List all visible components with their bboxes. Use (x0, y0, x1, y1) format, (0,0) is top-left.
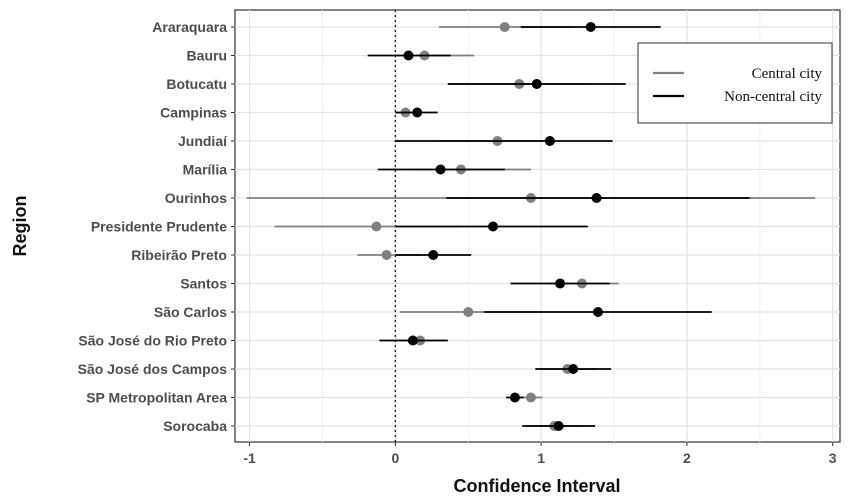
estimate-point-ribeirao-preto (381, 250, 392, 260)
estimate-point-presidente-prudente (371, 221, 382, 232)
estimate-point-ribeirao-preto (428, 250, 439, 260)
category-label-sao-jose-dos-campos: São José dos Campos (78, 361, 228, 377)
category-labels: Araraquara Bauru Botucatu Campinas Jundiaí Ma… (78, 19, 235, 434)
category-label-campinas: Campinas (160, 105, 227, 121)
series-layer (246, 22, 816, 431)
estimate-point-presidente-prudente (488, 221, 499, 232)
x-tick-label: 0 (391, 450, 399, 466)
y-axis-title: Region (10, 196, 30, 257)
category-label-jundiai: Jundiaí (178, 133, 228, 149)
estimate-point-ourinhos (591, 193, 602, 203)
legend-box (637, 42, 833, 124)
estimate-point-sao-carlos (463, 307, 474, 317)
category-label-presidente-prudente: Presidente Prudente (91, 219, 227, 235)
legend: Central city Non-central city (637, 42, 833, 124)
x-tick-label: 1 (537, 450, 545, 466)
estimate-point-jundiai (544, 136, 555, 146)
x-tick-label: -1 (243, 450, 256, 466)
x-tick-label: 2 (683, 450, 691, 466)
estimate-point-marilia (435, 164, 446, 175)
estimate-point-botucatu (531, 79, 542, 89)
estimate-point-sao-jose-do-rio-preto (407, 335, 418, 346)
estimate-point-sp-metropolitan-area (525, 392, 536, 403)
category-label-sp-metropolitan-area: SP Metropolitan Area (86, 390, 227, 406)
category-label-ourinhos: Ourinhos (165, 190, 227, 206)
estimate-point-santos (555, 278, 566, 289)
estimate-point-araraquara (499, 22, 510, 32)
legend-label-central: Central city (752, 66, 823, 82)
estimate-point-campinas (412, 107, 423, 118)
category-label-sao-jose-do-rio-preto: São José do Rio Preto (78, 333, 227, 349)
estimate-point-araraquara (585, 22, 596, 32)
category-label-botucatu: Botucatu (166, 76, 227, 92)
x-axis-title: Confidence Interval (453, 476, 620, 496)
category-label-ribeirao-preto: Ribeirão Preto (131, 247, 227, 263)
x-tick-label: 3 (829, 450, 837, 466)
estimate-point-sao-carlos (593, 307, 603, 317)
category-label-marilia: Marília (183, 162, 228, 178)
series-non-central-city (367, 22, 750, 431)
estimate-point-sp-metropolitan-area (509, 392, 520, 403)
category-label-sorocaba: Sorocaba (163, 418, 227, 434)
estimate-point-sorocaba (553, 421, 564, 431)
category-label-sao-carlos: São Carlos (154, 304, 227, 320)
x-tick-labels: -1 0 1 2 3 (243, 442, 837, 466)
category-label-araraquara: Araraquara (152, 19, 227, 35)
category-label-santos: Santos (180, 276, 227, 292)
estimate-point-sao-jose-dos-campos (568, 364, 579, 374)
category-label-bauru: Bauru (187, 48, 227, 64)
estimate-point-bauru (403, 50, 414, 61)
legend-label-noncentral: Non-central city (724, 89, 822, 105)
